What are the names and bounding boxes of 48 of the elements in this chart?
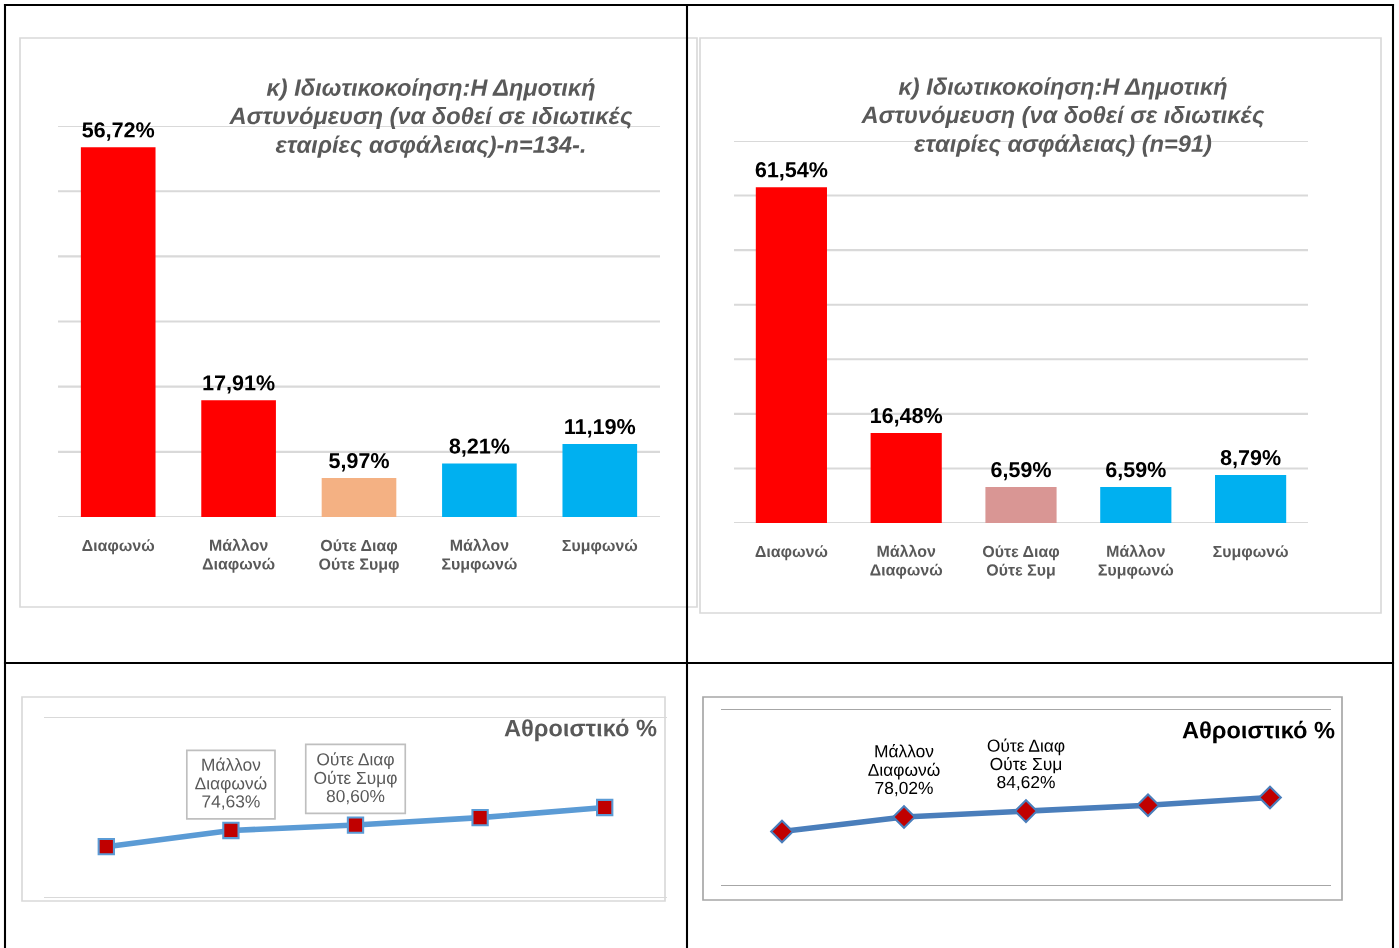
point xyxy=(770,819,794,844)
chart-title: κ) Ιδιωτικοκοίηση:Η Δημοτική Αστυνόμευση (να δοθεί σε ιδιωτικές εταιρίες ασφάλειας) (n=91) xyxy=(861,77,1265,157)
data-label: 5,97% xyxy=(329,453,389,472)
data-label: Μάλλον Διαφωνώ 78,02% xyxy=(868,744,940,797)
point xyxy=(1014,799,1038,823)
point xyxy=(471,808,489,827)
bar xyxy=(1100,487,1172,523)
data-label: 6,59% xyxy=(1106,461,1166,481)
point xyxy=(222,821,240,840)
point xyxy=(97,837,115,856)
point xyxy=(1258,785,1282,810)
data-label: 6,59% xyxy=(991,461,1051,481)
chart-title: Αθροιστικό % xyxy=(504,718,657,742)
bar xyxy=(442,463,517,517)
bar xyxy=(80,147,156,517)
chart-title: κ) Ιδιωτικοκοίηση:Η Δημοτική Αστυνόμευση (να δοθεί σε ιδιωτικές εταιρίες ασφάλειας)-n=134-. xyxy=(229,78,633,158)
x-tick-label: Διαφωνώ xyxy=(755,545,828,561)
bar xyxy=(321,478,397,517)
data-label: Ούτε Διαφ Ούτε Συμφ 80,60% xyxy=(314,752,397,805)
point xyxy=(1136,793,1160,818)
bar xyxy=(985,487,1057,523)
point xyxy=(892,805,916,829)
point xyxy=(596,798,614,817)
x-tick-label: Διαφωνώ xyxy=(82,539,155,555)
bar xyxy=(755,187,827,523)
x-tick-label: Μάλλον Συμφωνώ xyxy=(1098,544,1174,579)
x-tick-label: Συμφωνώ xyxy=(1213,545,1288,561)
data-label: Ούτε Διαφ Ούτε Συμ 84,62% xyxy=(987,738,1065,791)
data-label: 11,19% xyxy=(565,419,636,438)
data-label: 17,91% xyxy=(203,375,275,394)
bar xyxy=(562,444,638,517)
data-label: 8,21% xyxy=(449,438,510,457)
bar xyxy=(870,433,942,523)
chart-title: Αθροιστικό % xyxy=(1182,720,1335,744)
bar xyxy=(201,400,276,517)
data-label: 8,79% xyxy=(1220,449,1281,469)
x-tick-label: Ούτε Διαφ Ούτε Συμ xyxy=(982,545,1060,579)
data-label: 16,48% xyxy=(871,408,943,427)
bar xyxy=(1215,475,1287,523)
x-tick-label: Ούτε Διαφ Ούτε Συμφ xyxy=(319,539,399,573)
data-label: 61,54% xyxy=(755,162,828,181)
data-label: 56,72% xyxy=(82,122,155,141)
data-label: Μάλλον Διαφωνώ 74,63% xyxy=(195,757,267,810)
x-tick-label: Μάλλον Συμφωνώ xyxy=(442,538,517,573)
x-tick-label: Μάλλον Διαφωνώ xyxy=(202,538,275,573)
x-tick-label: Μάλλον Διαφωνώ xyxy=(870,544,943,579)
x-tick-label: Συμφωνώ xyxy=(562,539,638,555)
point xyxy=(346,816,365,834)
